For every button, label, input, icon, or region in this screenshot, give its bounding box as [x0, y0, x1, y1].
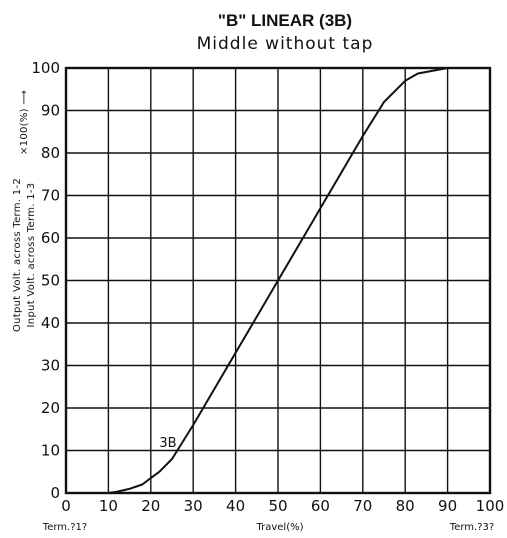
- x-tick-label: 50: [268, 497, 287, 515]
- y-tick-label: 0: [50, 484, 60, 502]
- x-tick-labels: 0 10 20 30 40 50 60 70 80 90 100: [61, 497, 504, 515]
- y-tick-label: 100: [31, 59, 60, 77]
- x-axis-left-term-label: Term.?1?: [42, 522, 87, 533]
- x-tick-label: 70: [353, 497, 372, 515]
- y-tick-label: 60: [41, 229, 60, 247]
- y-tick-label: 10: [41, 442, 60, 460]
- chart-title: "B" LINEAR (3B): [218, 11, 352, 30]
- x-tick-label: 20: [141, 497, 160, 515]
- x-tick-label: 40: [226, 497, 245, 515]
- x-tick-label: 60: [311, 497, 330, 515]
- x-axis-right-term-label: Term.?3?: [449, 522, 494, 533]
- y-axis-label: Output Volt. across Term. 1-2 Input Volt…: [12, 90, 37, 332]
- y-tick-label: 30: [41, 357, 60, 375]
- series-layer: 3B: [108, 67, 448, 494]
- x-tick-label: 30: [184, 497, 203, 515]
- y-axis-label-denominator: Input Volt. across Term. 1-3: [26, 183, 37, 328]
- plot-border: [64, 66, 492, 495]
- y-axis-label-numerator: Output Volt. across Term. 1-2: [12, 178, 23, 332]
- x-tick-label: 10: [99, 497, 118, 515]
- chart-subtitle: Middle without tap: [197, 34, 374, 54]
- y-tick-label: 40: [41, 314, 60, 332]
- x-tick-label: 100: [476, 497, 505, 515]
- x-tick-label: 0: [61, 497, 71, 515]
- x-axis-label: Travel(%): [255, 522, 303, 533]
- series-line-3B: [108, 67, 448, 494]
- x-tick-label: 80: [396, 497, 415, 515]
- y-tick-labels: 0 10 20 30 40 50 60 70 80 90 100: [31, 59, 60, 502]
- y-axis-label-suffix: ×100(%) ⟶: [19, 90, 30, 155]
- y-tick-label: 70: [41, 187, 60, 205]
- x-tick-label: 90: [438, 497, 457, 515]
- series-label: 3B: [159, 436, 176, 451]
- plot-frame: [64, 66, 492, 495]
- y-tick-label: 80: [41, 144, 60, 162]
- y-tick-label: 20: [41, 399, 60, 417]
- y-tick-label: 90: [41, 102, 60, 120]
- y-tick-label: 50: [41, 272, 60, 290]
